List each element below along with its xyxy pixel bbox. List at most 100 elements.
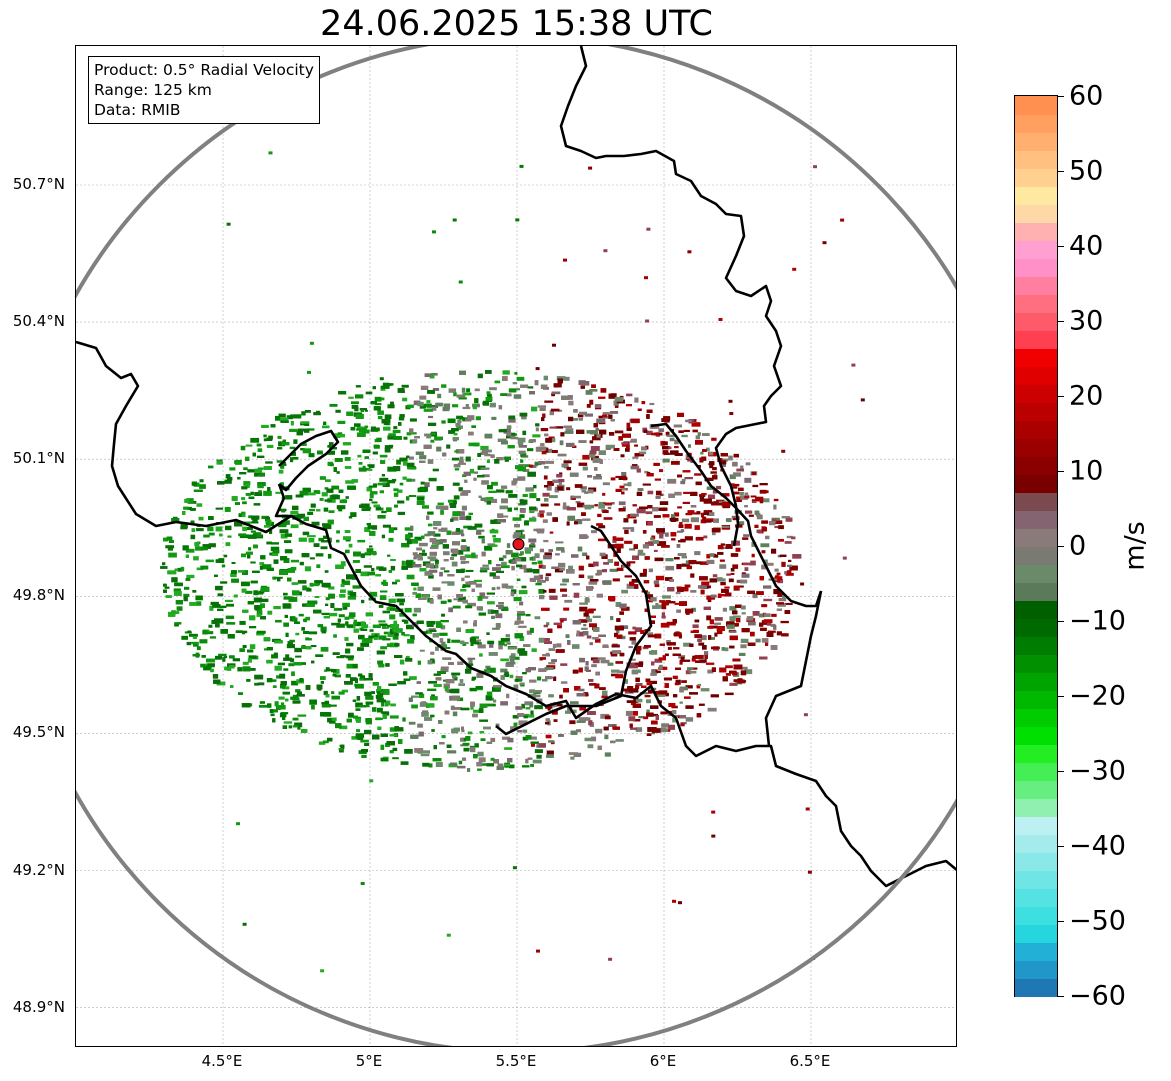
echo-pixel [698,585,707,589]
echo-pixel [330,704,337,707]
echo-pixel [258,682,265,686]
echo-pixel [664,683,669,688]
echo-pixel [208,532,215,536]
echo-pixel [283,668,289,671]
echo-pixel [547,448,553,453]
echo-pixel [414,436,420,439]
echo-pixel [282,725,288,729]
echo-pixel [615,674,624,679]
echo-pixel [361,624,369,628]
echo-pixel [628,646,633,649]
echo-pixel [544,433,549,437]
echo-pixel [248,655,257,659]
echo-pixel [443,559,449,562]
echo-pixel [242,661,249,665]
echo-pixel [585,390,593,395]
echo-pixel [637,488,644,491]
echo-pixel [427,688,437,691]
echo-pixel [193,643,199,647]
echo-pixel [504,643,507,647]
echo-pixel [636,698,643,703]
echo-pixel [397,511,405,515]
echo-pixel [547,628,553,633]
echo-pixel [487,667,496,673]
echo-pixel [293,439,298,444]
echo-pixel [398,739,403,744]
echo-pixel [467,657,476,660]
echo-pixel [283,721,293,724]
echo-pixel [439,638,444,643]
echo-pixel [412,552,418,556]
echo-pixel [230,573,237,577]
echo-pixel [417,723,423,728]
echo-pixel [689,692,698,695]
echo-pixel [584,598,590,603]
echo-pixel [287,577,292,582]
echo-pixel [584,491,589,494]
echo-pixel [544,447,549,453]
echo-pixel [505,490,513,494]
echo-pixel [589,683,597,686]
echo-pixel [611,673,619,677]
echo-pixel [662,514,670,518]
echo-pixel [335,564,344,569]
echo-pixel [469,637,476,643]
echo-pixel [613,400,619,406]
echo-pixel [443,679,447,682]
echo-pixel [350,426,356,431]
echo-pixel [345,621,349,626]
echo-pixel [519,553,523,556]
echo-pixel [467,663,474,666]
echo-pixel [344,637,349,641]
echo-pixel [389,715,399,719]
echo-pixel [367,525,372,529]
echo-pixel [468,512,473,515]
echo-pixel [602,569,607,573]
echo-pixel [594,467,598,471]
echo-pixel [486,592,495,595]
radar-map[interactable] [75,45,957,1047]
echo-pixel [455,529,464,535]
echo-pixel [348,712,354,718]
echo-pixel [177,567,183,572]
echo-pixel [452,541,460,546]
echo-pixel [512,517,522,521]
echo-pixel [422,505,429,509]
echo-pixel [663,416,671,421]
echo-pixel [422,750,430,754]
echo-pixel [489,644,494,648]
echo-pixel [709,578,718,583]
echo-pixel [785,572,794,576]
echo-pixel [696,684,701,689]
echo-pixel [283,592,288,596]
echo-pixel [383,582,388,586]
echo-pixel [277,447,283,450]
echo-pixel [523,715,528,719]
echo-pixel [725,592,732,597]
echo-pixel [637,549,644,554]
echo-pixel [513,722,518,727]
echo-pixel [659,534,664,539]
echo-pixel [257,482,266,487]
echo-pixel [292,694,299,698]
echo-pixel [491,481,498,486]
echo-pixel [720,543,726,546]
echo-pixel [419,455,427,460]
echo-pixel [469,687,477,692]
echo-pixel [566,467,571,471]
echo-pixel [619,652,625,657]
echo-pixel [573,592,580,598]
echo-pixel [759,483,768,486]
echo-pixel [560,681,568,684]
echo-pixel [716,626,725,631]
echo-pixel [585,615,590,620]
echo-pixel [420,385,429,390]
echo-pixel [682,501,690,504]
echo-pixel [505,456,511,460]
echo-pixel [677,506,682,509]
echo-pixel [371,501,378,504]
echo-pixel [501,565,510,569]
echo-pixel [553,676,557,681]
echo-pixel [489,529,499,534]
echo-pixel [602,492,606,496]
